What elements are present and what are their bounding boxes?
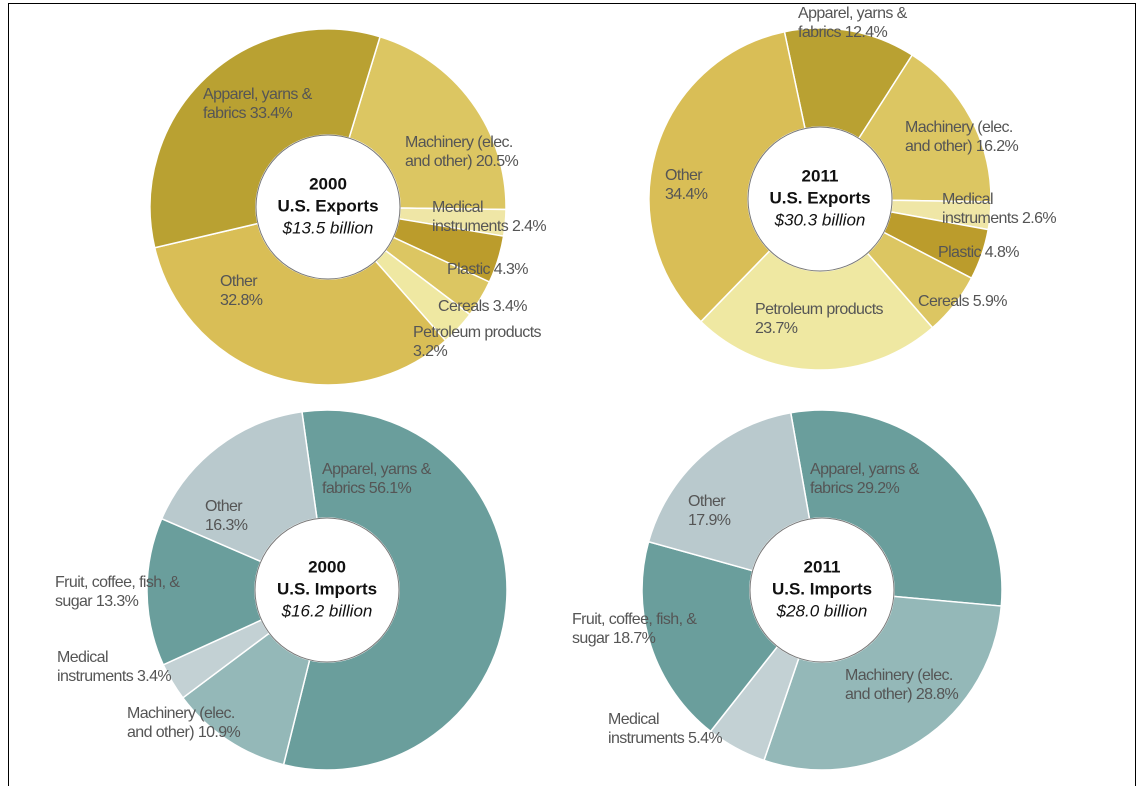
center-total: $30.3 billion <box>774 210 866 229</box>
slice-name: Petroleum products <box>755 301 884 318</box>
slice-label: Fruit, coffee, fish, & sugar 13.3% <box>55 573 210 611</box>
slice-value: 13.3% <box>95 593 139 610</box>
slice-label: Machinery (elec. and other) 10.9% <box>127 704 257 742</box>
center-year: 2011 <box>804 557 841 576</box>
center-year: 2000 <box>309 174 347 193</box>
slice-label: Petroleum products 23.7% <box>755 300 885 338</box>
slice-name: Plastic <box>447 261 491 278</box>
slice-name: Medical instruments <box>57 649 134 685</box>
frame <box>8 3 1136 786</box>
center-total: $28.0 billion <box>776 601 868 620</box>
center-title: U.S. Imports <box>277 579 377 598</box>
slice-name: Cereals <box>918 293 970 310</box>
slice-label: Petroleum products 3.2% <box>413 323 543 361</box>
slice-name: Medical instruments <box>432 199 509 235</box>
slice-name: Other <box>205 498 243 515</box>
slice-value: 2.6% <box>1021 210 1057 227</box>
slice-name: Apparel, yarns & fabrics <box>322 461 431 497</box>
slice-name: Apparel, yarns & fabrics <box>798 5 907 41</box>
slice-label: Cereals 5.9% <box>918 292 1007 311</box>
slice-name: Other <box>688 493 726 510</box>
slice-name: Fruit, coffee, fish, & sugar <box>572 611 697 647</box>
slice-value: 5.9% <box>972 293 1008 310</box>
slice-label: Cereals 3.4% <box>438 297 527 316</box>
slice-value: 3.4% <box>492 298 528 315</box>
slice-name: Machinery (elec. and other) <box>127 705 235 741</box>
slice-value: 16.3% <box>205 517 248 534</box>
slice-name: Medical instruments <box>942 191 1019 227</box>
slice-value: 3.2% <box>413 343 448 360</box>
slice-label: Other 34.4% <box>665 166 725 204</box>
slice-label: Fruit, coffee, fish, & sugar 18.7% <box>572 610 727 648</box>
slice-value: 10.9% <box>197 724 241 741</box>
slice-label: Machinery (elec. and other) 28.8% <box>845 666 975 704</box>
slice-value: 34.4% <box>665 186 708 203</box>
slice-value: 56.1% <box>368 480 412 497</box>
slice-name: Machinery (elec. and other) <box>905 119 1013 155</box>
center-year: 2000 <box>308 557 346 576</box>
slice-name: Machinery (elec. and other) <box>405 134 513 170</box>
slice-name: Fruit, coffee, fish, & sugar <box>55 574 180 610</box>
slice-label: Plastic 4.3% <box>447 260 528 279</box>
slice-label: Apparel, yarns & fabrics 33.4% <box>203 85 315 123</box>
center-hole <box>749 517 895 663</box>
slice-label: Medical instruments 5.4% <box>608 710 738 748</box>
center-total: $16.2 billion <box>281 601 373 620</box>
slice-label: Machinery (elec. and other) 20.5% <box>405 133 535 171</box>
slice-value: 5.4% <box>687 730 723 747</box>
slice-name: Cereals <box>438 298 490 315</box>
slice-value: 32.8% <box>220 292 263 309</box>
slice-value: 3.4% <box>136 668 172 685</box>
slice-label: Other 32.8% <box>220 272 280 310</box>
slice-label: Machinery (elec. and other) 16.2% <box>905 118 1035 156</box>
slice-value: 28.8% <box>915 686 959 703</box>
center-title: U.S. Exports <box>769 188 870 207</box>
slice-name: Apparel, yarns & fabrics <box>810 461 919 497</box>
slice-value: 16.2% <box>975 138 1019 155</box>
slice-value: 29.2% <box>856 480 900 497</box>
slice-name: Other <box>665 167 703 184</box>
slice-value: 33.4% <box>249 105 293 122</box>
slice-name: Apparel, yarns & fabrics <box>203 86 312 122</box>
slice-label: Other 17.9% <box>688 492 748 530</box>
slice-value: 12.4% <box>844 24 888 41</box>
slice-name: Machinery (elec. and other) <box>845 667 953 703</box>
slice-label: Medical instruments 2.6% <box>942 190 1072 228</box>
center-total: $13.5 billion <box>282 218 374 237</box>
center-title: U.S. Imports <box>772 579 872 598</box>
slice-label: Medical instruments 3.4% <box>57 648 187 686</box>
slice-name: Medical instruments <box>608 711 685 747</box>
slice-name: Petroleum products <box>413 324 542 341</box>
slice-label: Apparel, yarns & fabrics 29.2% <box>810 460 922 498</box>
center-hole <box>254 517 400 663</box>
slice-label: Apparel, yarns & fabrics 56.1% <box>322 460 434 498</box>
slice-name: Other <box>220 273 258 290</box>
slice-label: Plastic 4.8% <box>938 243 1019 262</box>
slice-label: Medical instruments 2.4% <box>432 198 562 236</box>
slice-value: 17.9% <box>688 512 731 529</box>
slice-value: 4.8% <box>984 244 1020 261</box>
slice-value: 4.3% <box>493 261 529 278</box>
center-hole <box>255 134 401 280</box>
slice-label: Apparel, yarns & fabrics 12.4% <box>798 4 910 42</box>
center-title: U.S. Exports <box>277 196 378 215</box>
slice-value: 18.7% <box>612 630 656 647</box>
slice-value: 2.4% <box>511 218 547 235</box>
slice-value: 23.7% <box>755 320 798 337</box>
center-year: 2011 <box>802 166 839 185</box>
center-hole <box>747 126 893 272</box>
slice-name: Plastic <box>938 244 982 261</box>
slice-label: Other 16.3% <box>205 497 265 535</box>
slice-value: 20.5% <box>475 153 519 170</box>
